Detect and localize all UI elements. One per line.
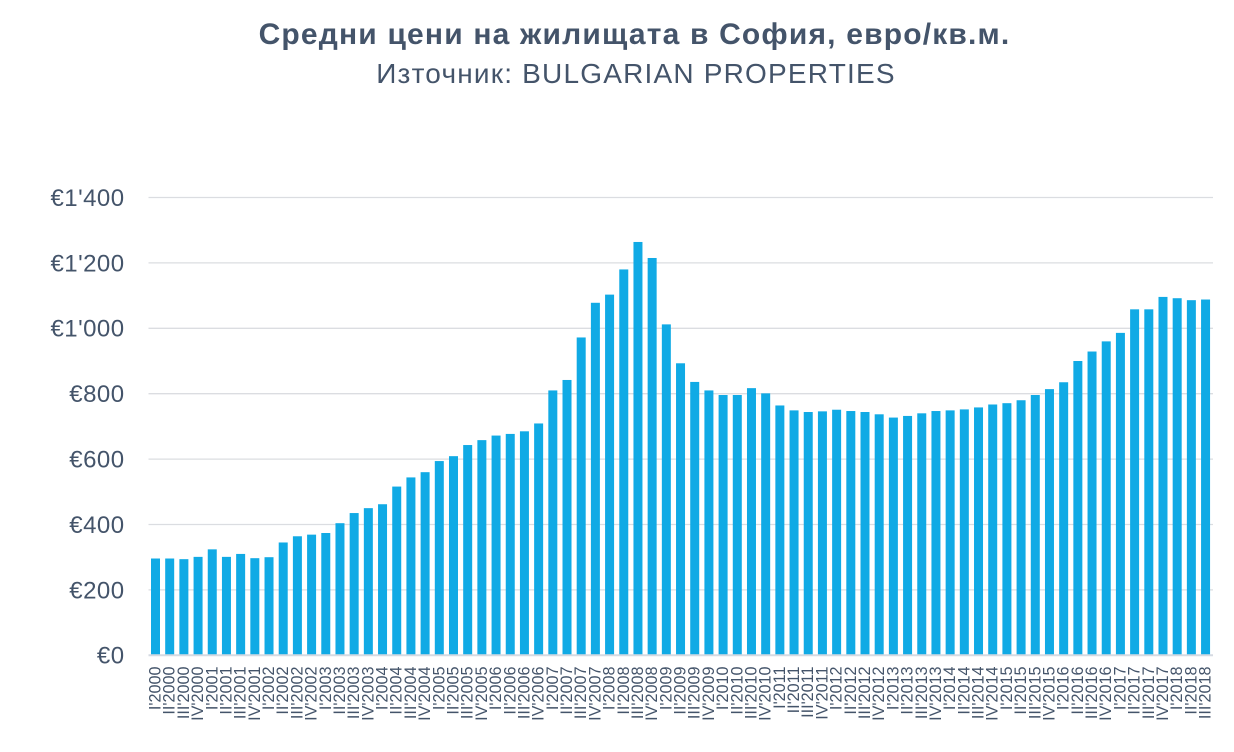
svg-text:IV'2011: IV'2011 [813,667,831,720]
svg-text:€400: €400 [69,512,124,539]
svg-text:I'2002: I'2002 [260,667,278,711]
svg-text:I'2013: I'2013 [884,667,902,711]
svg-text:II'2009: II'2009 [672,667,690,715]
svg-text:III'2018: III'2018 [1197,667,1215,720]
svg-text:€1'200: €1'200 [50,250,124,277]
svg-text:IV'2012: IV'2012 [870,667,888,721]
svg-text:Източник: BULGARIAN PROPERTIES: Източник: BULGARIAN PROPERTIES [376,58,896,89]
svg-text:I'2004: I'2004 [374,667,392,711]
svg-text:I'2010: I'2010 [714,667,732,711]
svg-text:IV'2013: IV'2013 [927,667,945,721]
svg-text:III'2009: III'2009 [686,667,704,720]
svg-text:III'2006: III'2006 [515,667,533,720]
svg-text:I'2012: I'2012 [828,667,846,711]
svg-text:III'2011: III'2011 [799,667,817,718]
svg-text:III'2005: III'2005 [459,667,477,720]
svg-text:II'2018: II'2018 [1182,667,1200,715]
svg-text:I'2011: I'2011 [771,667,789,709]
svg-text:I'2009: I'2009 [657,667,675,711]
svg-text:I'2007: I'2007 [544,667,562,711]
svg-text:III'2001: III'2001 [232,667,250,720]
svg-text:€1'000: €1'000 [50,316,124,343]
svg-text:II'2003: II'2003 [331,667,349,715]
svg-text:€200: €200 [69,577,124,604]
svg-text:II'2011: II'2011 [785,667,803,714]
svg-text:II'2010: II'2010 [728,667,746,715]
svg-text:I'2000: I'2000 [147,667,165,711]
svg-text:III'2017: III'2017 [1140,667,1158,720]
svg-text:III'2003: III'2003 [345,667,363,720]
svg-text:II'2006: II'2006 [501,667,519,715]
svg-text:IV'2016: IV'2016 [1097,667,1115,721]
svg-text:IV'2000: IV'2000 [189,667,207,721]
svg-text:III'2002: III'2002 [288,667,306,720]
svg-text:I'2017: I'2017 [1111,667,1129,711]
svg-text:I'2003: I'2003 [317,667,335,711]
svg-text:I'2005: I'2005 [430,667,448,711]
svg-text:III'2016: III'2016 [1083,667,1101,720]
svg-text:II'2004: II'2004 [388,667,406,715]
svg-text:II'2017: II'2017 [1126,667,1144,715]
svg-text:III'2012: III'2012 [856,667,874,720]
svg-text:IV'2007: IV'2007 [586,667,604,721]
svg-text:IV'2003: IV'2003 [359,667,377,721]
svg-text:II'2001: II'2001 [217,667,235,715]
svg-text:I'2001: I'2001 [203,667,221,711]
svg-text:I'2018: I'2018 [1168,667,1186,711]
svg-text:I'2015: I'2015 [998,667,1016,711]
svg-text:III'2014: III'2014 [970,667,988,720]
svg-text:IV'2006: IV'2006 [530,667,548,721]
svg-text:III'2010: III'2010 [742,667,760,720]
svg-text:I'2016: I'2016 [1055,667,1073,711]
svg-text:III'2000: III'2000 [175,667,193,720]
svg-text:II'2005: II'2005 [444,667,462,715]
svg-text:€800: €800 [69,381,124,408]
svg-text:IV'2005: IV'2005 [473,667,491,721]
svg-text:IV'2017: IV'2017 [1154,667,1172,721]
svg-text:IV'2002: IV'2002 [303,667,321,721]
svg-text:€0: €0 [97,643,125,670]
svg-text:€1'400: €1'400 [50,185,124,212]
svg-text:II'2015: II'2015 [1012,667,1030,715]
svg-text:III'2004: III'2004 [402,667,420,720]
svg-text:II'2008: II'2008 [615,667,633,715]
svg-text:II'2012: II'2012 [842,667,860,715]
svg-text:III'2015: III'2015 [1026,667,1044,720]
svg-text:II'2007: II'2007 [558,667,576,715]
svg-text:III'2007: III'2007 [572,667,590,720]
svg-text:IV'2015: IV'2015 [1040,667,1058,721]
svg-text:II'2013: II'2013 [899,667,917,715]
svg-text:I'2008: I'2008 [601,667,619,711]
svg-text:II'2000: II'2000 [161,667,179,715]
svg-text:IV'2010: IV'2010 [757,667,775,721]
svg-text:IV'2001: IV'2001 [246,667,264,721]
svg-text:IV'2008: IV'2008 [643,667,661,721]
svg-text:III'2013: III'2013 [913,667,931,720]
svg-text:I'2006: I'2006 [487,667,505,711]
svg-text:IV'2004: IV'2004 [416,667,434,721]
svg-text:III'2008: III'2008 [629,667,647,720]
svg-text:IV'2009: IV'2009 [700,667,718,721]
svg-text:IV'2014: IV'2014 [984,667,1002,721]
svg-text:II'2002: II'2002 [274,667,292,715]
svg-text:II'2016: II'2016 [1069,667,1087,715]
svg-text:€600: €600 [69,447,124,474]
svg-text:I'2014: I'2014 [941,667,959,711]
svg-text:II'2014: II'2014 [955,667,973,715]
svg-text:Средни цени на жилищата в Софи: Средни цени на жилищата в София, евро/кв… [259,18,1011,51]
